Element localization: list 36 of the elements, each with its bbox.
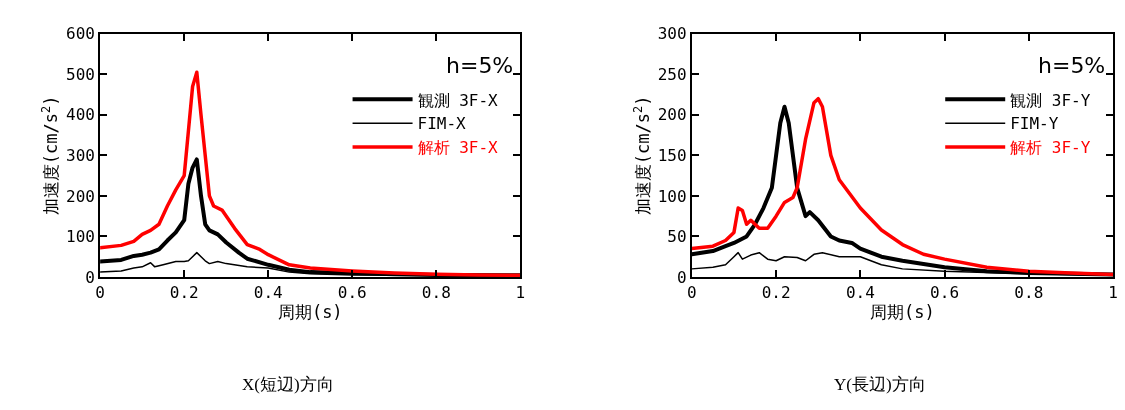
x-tick-label: 1 (1108, 283, 1118, 303)
x-tick-label: 1 (515, 283, 526, 303)
x-tick-label: 0.2 (169, 283, 199, 303)
y-tick-label: 300 (657, 24, 687, 44)
legend-label: 観測 3F-X (417, 90, 499, 110)
x-tick-label: 0.4 (253, 283, 283, 303)
annotation: h=5% (446, 53, 514, 78)
y-tick-label: 100 (657, 186, 687, 206)
x-tick-label: 0.6 (337, 283, 367, 303)
y-tick-label: 250 (657, 64, 687, 84)
y-tick-label: 150 (657, 145, 687, 165)
annotation: h=5% (1038, 53, 1106, 78)
x-tick-label: 0.8 (1014, 283, 1044, 303)
x-tick-label: 0.8 (421, 283, 451, 303)
legend-label: FIM-X (417, 114, 467, 134)
x-axis-title: 周期(s) (870, 302, 935, 323)
y-tick-label: 0 (85, 267, 95, 287)
y-tick-label: 50 (667, 227, 687, 247)
y-tick-label: 100 (66, 227, 95, 247)
text: X(短辺)方向 (242, 375, 334, 394)
x-tick-label: 0.4 (845, 283, 875, 303)
legend-label: FIM-Y (1010, 114, 1059, 134)
y-tick-label: 600 (66, 24, 95, 44)
y-tick-label: 300 (66, 145, 95, 165)
x-axis-title: 周期(s) (277, 302, 343, 323)
x-tick-label: 0.6 (930, 283, 960, 303)
y-tick-label: 400 (66, 105, 95, 125)
y-tick-label: 500 (66, 64, 95, 84)
legend-label: 解析 3F-X (417, 138, 499, 158)
x-tick-label: 0.2 (761, 283, 791, 303)
y-tick-label: 200 (657, 105, 687, 125)
legend-label: 観測 3F-Y (1010, 90, 1091, 110)
y-tick-label: 0 (677, 267, 687, 287)
text: Y(長辺)方向 (834, 375, 926, 394)
legend-label: 解析 3F-Y (1010, 138, 1091, 158)
y-tick-label: 200 (66, 186, 95, 206)
